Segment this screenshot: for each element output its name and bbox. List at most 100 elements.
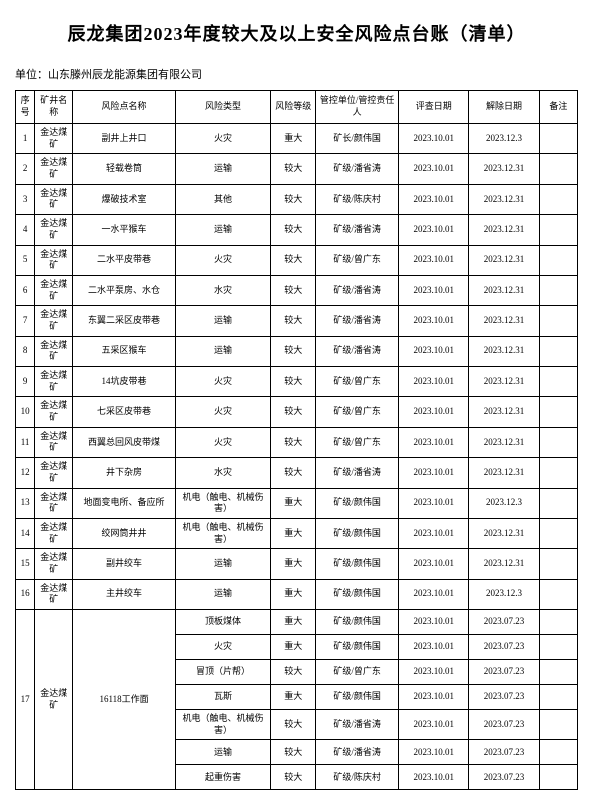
unit-label: 单位：: [15, 69, 48, 81]
cell-bz: [539, 579, 577, 609]
cell-bz: [539, 154, 577, 184]
cell-jc: 2023.12.31: [469, 215, 539, 245]
cell-lx: 运输: [175, 740, 271, 765]
cell-dj: 重大: [271, 124, 316, 154]
cell-mc: 一水平猴车: [73, 215, 175, 245]
cell-gk: 矿级/潘省涛: [316, 215, 399, 245]
cell-gk: 矿级/曾广东: [316, 397, 399, 427]
cell-dj: 重大: [271, 685, 316, 710]
cell-lx: 火灾: [175, 427, 271, 457]
cell-xh: 9: [16, 367, 35, 397]
cell-mc: 二水平皮带巷: [73, 245, 175, 275]
cell-dj: 重大: [271, 610, 316, 635]
cell-jc: 2023.12.3: [469, 579, 539, 609]
cell-lx: 运输: [175, 306, 271, 336]
cell-lx: 机电（触电、机械伤害）: [175, 518, 271, 548]
cell-dj: 较大: [271, 245, 316, 275]
cell-kj: 金达煤矿: [35, 579, 73, 609]
cell-kj: 金达煤矿: [35, 336, 73, 366]
cell-kj: 金达煤矿: [35, 610, 73, 790]
cell-pc: 2023.10.01: [399, 458, 469, 488]
cell-kj: 金达煤矿: [35, 488, 73, 518]
page-title: 辰龙集团2023年度较大及以上安全风险点台账（清单）: [15, 20, 578, 46]
cell-bz: [539, 306, 577, 336]
cell-xh: 7: [16, 306, 35, 336]
cell-jc: 2023.07.23: [469, 710, 539, 740]
cell-lx: 机电（触电、机械伤害）: [175, 488, 271, 518]
cell-lx: 运输: [175, 579, 271, 609]
cell-xh: 6: [16, 275, 35, 305]
table-row: 5金达煤矿二水平皮带巷火灾较大矿级/曾广东2023.10.012023.12.3…: [16, 245, 578, 275]
cell-jc: 2023.12.31: [469, 245, 539, 275]
cell-bz: [539, 740, 577, 765]
cell-kj: 金达煤矿: [35, 367, 73, 397]
table-row: 15金达煤矿副井绞车运输重大矿级/颜伟国2023.10.012023.12.31: [16, 549, 578, 579]
cell-jc: 2023.07.23: [469, 765, 539, 790]
cell-xh: 15: [16, 549, 35, 579]
cell-mc: 二水平泵房、水仓: [73, 275, 175, 305]
cell-lx: 火灾: [175, 245, 271, 275]
cell-gk: 矿级/颜伟国: [316, 610, 399, 635]
cell-xh: 11: [16, 427, 35, 457]
h-xh: 序号: [16, 91, 35, 124]
cell-xh: 1: [16, 124, 35, 154]
cell-dj: 较大: [271, 765, 316, 790]
cell-gk: 矿级/颜伟国: [316, 685, 399, 710]
cell-gk: 矿级/曾广东: [316, 660, 399, 685]
cell-mc: 井下杂房: [73, 458, 175, 488]
cell-xh: 2: [16, 154, 35, 184]
cell-lx: 水灾: [175, 458, 271, 488]
cell-dj: 较大: [271, 660, 316, 685]
cell-lx: 火灾: [175, 124, 271, 154]
cell-pc: 2023.10.01: [399, 685, 469, 710]
table-row: 16金达煤矿主井绞车运输重大矿级/颜伟国2023.10.012023.12.3: [16, 579, 578, 609]
cell-bz: [539, 184, 577, 214]
cell-jc: 2023.12.31: [469, 367, 539, 397]
cell-xh: 5: [16, 245, 35, 275]
cell-pc: 2023.10.01: [399, 275, 469, 305]
cell-jc: 2023.12.31: [469, 549, 539, 579]
cell-dj: 较大: [271, 710, 316, 740]
cell-mc: 副井绞车: [73, 549, 175, 579]
table-row: 13金达煤矿地面变电所、备应所机电（触电、机械伤害）重大矿级/颜伟国2023.1…: [16, 488, 578, 518]
cell-lx: 运输: [175, 549, 271, 579]
table-row: 7金达煤矿东翼二采区皮带巷运输较大矿级/潘省涛2023.10.012023.12…: [16, 306, 578, 336]
cell-kj: 金达煤矿: [35, 245, 73, 275]
cell-dj: 较大: [271, 397, 316, 427]
cell-bz: [539, 610, 577, 635]
h-pc: 评查日期: [399, 91, 469, 124]
cell-bz: [539, 367, 577, 397]
cell-pc: 2023.10.01: [399, 610, 469, 635]
cell-xh: 3: [16, 184, 35, 214]
h-lx: 风险类型: [175, 91, 271, 124]
cell-bz: [539, 685, 577, 710]
cell-bz: [539, 549, 577, 579]
cell-kj: 金达煤矿: [35, 549, 73, 579]
cell-pc: 2023.10.01: [399, 740, 469, 765]
table-row: 12金达煤矿井下杂房水灾较大矿级/潘省涛2023.10.012023.12.31: [16, 458, 578, 488]
cell-dj: 较大: [271, 275, 316, 305]
cell-dj: 较大: [271, 215, 316, 245]
cell-kj: 金达煤矿: [35, 124, 73, 154]
cell-kj: 金达煤矿: [35, 458, 73, 488]
cell-pc: 2023.10.01: [399, 367, 469, 397]
cell-lx: 机电（触电、机械伤害）: [175, 710, 271, 740]
cell-mc: 主井绞车: [73, 579, 175, 609]
table-row: 9金达煤矿14坑皮带巷火灾较大矿级/曾广东2023.10.012023.12.3…: [16, 367, 578, 397]
h-jc: 解除日期: [469, 91, 539, 124]
cell-pc: 2023.10.01: [399, 245, 469, 275]
cell-bz: [539, 635, 577, 660]
cell-bz: [539, 710, 577, 740]
cell-lx: 火灾: [175, 367, 271, 397]
cell-lx: 冒顶（片帮）: [175, 660, 271, 685]
cell-jc: 2023.12.31: [469, 336, 539, 366]
cell-xh: 17: [16, 610, 35, 790]
cell-bz: [539, 427, 577, 457]
cell-gk: 矿级/陈庆村: [316, 765, 399, 790]
cell-bz: [539, 245, 577, 275]
cell-gk: 矿级/潘省涛: [316, 458, 399, 488]
cell-bz: [539, 215, 577, 245]
cell-jc: 2023.12.31: [469, 306, 539, 336]
cell-pc: 2023.10.01: [399, 124, 469, 154]
cell-jc: 2023.12.31: [469, 397, 539, 427]
